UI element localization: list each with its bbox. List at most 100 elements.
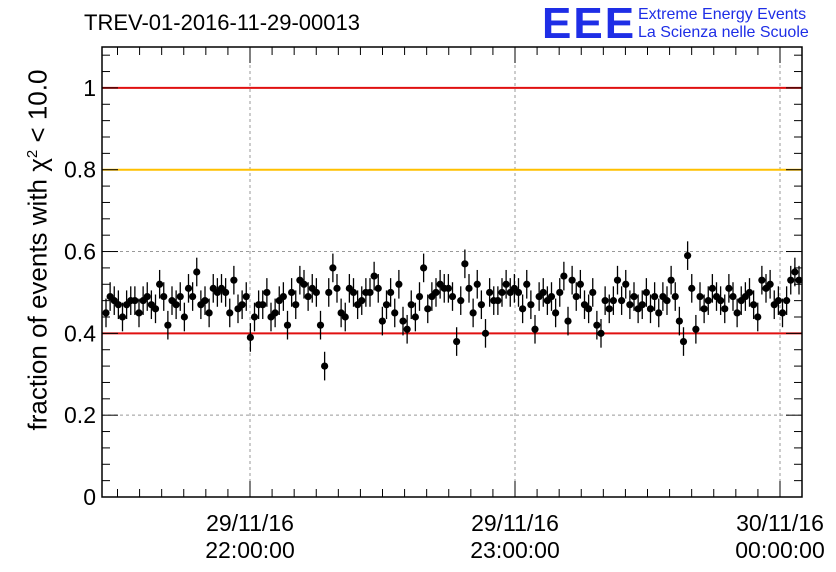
data-point bbox=[288, 288, 296, 297]
x-tick-label-date: 29/11/16 bbox=[206, 510, 294, 536]
x-tick-label-date: 29/11/16 bbox=[471, 510, 559, 536]
data-point bbox=[622, 280, 630, 288]
data-point bbox=[613, 276, 622, 284]
data-point bbox=[176, 292, 184, 301]
data-point bbox=[230, 276, 238, 284]
data-point bbox=[684, 252, 692, 260]
data-point bbox=[494, 297, 502, 305]
data-point bbox=[609, 297, 617, 305]
data-point bbox=[160, 292, 168, 301]
x-tick-label-date: 30/11/16 bbox=[736, 510, 824, 536]
data-point bbox=[733, 309, 741, 317]
data-point bbox=[576, 280, 584, 288]
data-point bbox=[477, 301, 485, 309]
data-point bbox=[729, 292, 737, 301]
data-point bbox=[102, 309, 110, 317]
data-point bbox=[246, 333, 254, 342]
data-point bbox=[523, 280, 531, 288]
data-point bbox=[692, 325, 700, 333]
data-point bbox=[395, 280, 403, 288]
x-tick-label-time: 00:00:00 bbox=[735, 537, 825, 563]
data-point bbox=[420, 264, 428, 272]
data-point bbox=[778, 309, 787, 317]
chart-title: TREV-01-2016-11-29-00013 bbox=[84, 10, 360, 35]
data-point bbox=[205, 309, 213, 317]
data-point bbox=[118, 313, 127, 321]
data-point bbox=[453, 337, 461, 346]
data-point bbox=[630, 292, 638, 301]
data-point bbox=[700, 305, 708, 313]
y-tick-label: 0 bbox=[83, 484, 96, 510]
data-point bbox=[444, 284, 452, 292]
data-point bbox=[329, 264, 337, 272]
data-point bbox=[605, 305, 613, 313]
data-point bbox=[519, 305, 527, 313]
data-point bbox=[465, 284, 473, 292]
data-point bbox=[758, 276, 766, 284]
data-point bbox=[341, 313, 349, 321]
data-point bbox=[787, 276, 795, 284]
data-point bbox=[358, 297, 366, 305]
data-point bbox=[469, 309, 477, 317]
data-point bbox=[572, 292, 580, 301]
data-point bbox=[556, 288, 564, 297]
data-point bbox=[663, 297, 671, 305]
data-point bbox=[424, 305, 432, 313]
data-point bbox=[638, 301, 646, 309]
y-tick-label: 0.2 bbox=[64, 402, 96, 428]
data-point bbox=[201, 297, 209, 305]
data-point bbox=[250, 313, 259, 321]
y-tick-label: 0.4 bbox=[64, 320, 96, 346]
data-point bbox=[349, 288, 358, 297]
data-point bbox=[552, 309, 560, 317]
data-point bbox=[312, 288, 320, 297]
data-point bbox=[774, 297, 782, 305]
data-point bbox=[292, 301, 300, 309]
data-point bbox=[143, 292, 151, 301]
plot-frame bbox=[101, 46, 803, 498]
data-point bbox=[547, 292, 556, 301]
data-point bbox=[325, 288, 333, 297]
data-point bbox=[795, 276, 803, 284]
data-point bbox=[514, 288, 523, 297]
data-point bbox=[791, 268, 799, 276]
data-point bbox=[766, 280, 774, 288]
logo-text-line1: Extreme Energy Events bbox=[638, 6, 807, 23]
logo-text-line2: La Scienza nelle Scuole bbox=[638, 24, 809, 41]
data-point bbox=[564, 317, 572, 325]
data-point bbox=[304, 292, 312, 301]
data-point bbox=[382, 301, 391, 309]
data-point bbox=[675, 317, 683, 325]
data-point bbox=[279, 292, 287, 301]
data-point bbox=[193, 268, 201, 276]
data-point bbox=[238, 301, 246, 309]
data-point bbox=[180, 313, 188, 321]
y-tick-label: 1 bbox=[83, 75, 96, 101]
data-point bbox=[184, 284, 193, 292]
data-point bbox=[679, 337, 688, 346]
data-point bbox=[399, 317, 407, 325]
data-point bbox=[527, 301, 535, 309]
data-point bbox=[300, 280, 308, 288]
data-point bbox=[721, 305, 729, 313]
data-point bbox=[114, 301, 122, 309]
data-point bbox=[374, 284, 382, 292]
data-point bbox=[671, 292, 679, 301]
data-point bbox=[667, 276, 675, 284]
data-point bbox=[717, 297, 725, 305]
data-point bbox=[502, 280, 510, 288]
data-point bbox=[618, 297, 626, 305]
data-point bbox=[242, 292, 250, 301]
x-tick-label-time: 22:00:00 bbox=[205, 537, 295, 563]
data-point bbox=[473, 280, 481, 288]
y-tick-label: 0.6 bbox=[64, 239, 96, 265]
data-point bbox=[568, 276, 576, 284]
data-point bbox=[189, 292, 197, 301]
data-point bbox=[688, 284, 696, 292]
data-point bbox=[333, 284, 341, 292]
data-point bbox=[172, 301, 180, 309]
data-point bbox=[370, 272, 378, 280]
logo-mark: EEE bbox=[542, 0, 637, 48]
data-point bbox=[626, 301, 634, 309]
